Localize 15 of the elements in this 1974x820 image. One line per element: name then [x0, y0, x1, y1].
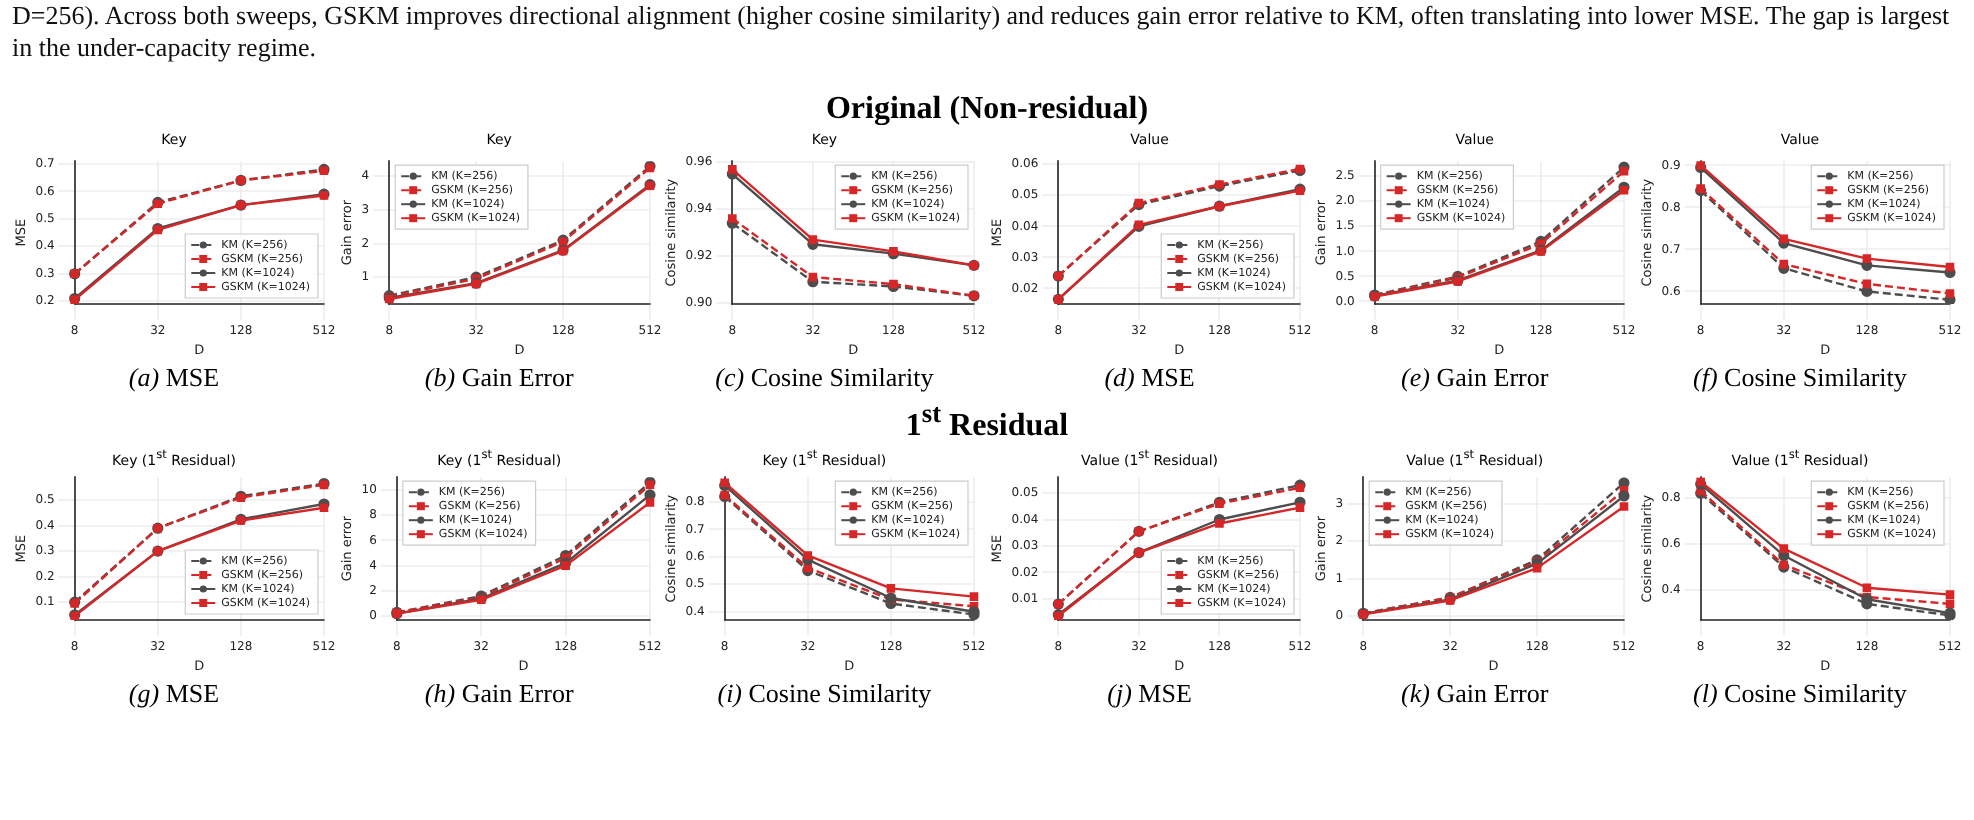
text: (c) Cosine Similarity: [715, 360, 934, 394]
text: (j) MSE: [1107, 676, 1192, 711]
text: (d) MSE: [1104, 360, 1195, 394]
text: (f) Cosine Similarity: [1693, 360, 1907, 394]
text: (h) Gain Error: [424, 676, 574, 711]
text: (g) MSE: [128, 676, 220, 711]
text: (b) Gain Error: [424, 360, 574, 394]
text: D=256). Across both sweeps, GSKM improves directional alignment (higher cosine similarity) and reduces gain error relative to KM, often translating into lower MSE. The gap is largest in the under-capacity regime.: [12, 0, 1952, 64]
text: 1$^{st}$ Residual: [903, 398, 1071, 445]
text: (k) Gain Error: [1401, 676, 1549, 711]
text: (a) MSE: [128, 360, 220, 394]
text: Original (Non-residual): [823, 92, 1151, 128]
text: (l) Cosine Similarity: [1693, 676, 1907, 711]
text: (e) Gain Error: [1401, 360, 1549, 394]
text: (i) Cosine Similarity: [717, 676, 932, 711]
